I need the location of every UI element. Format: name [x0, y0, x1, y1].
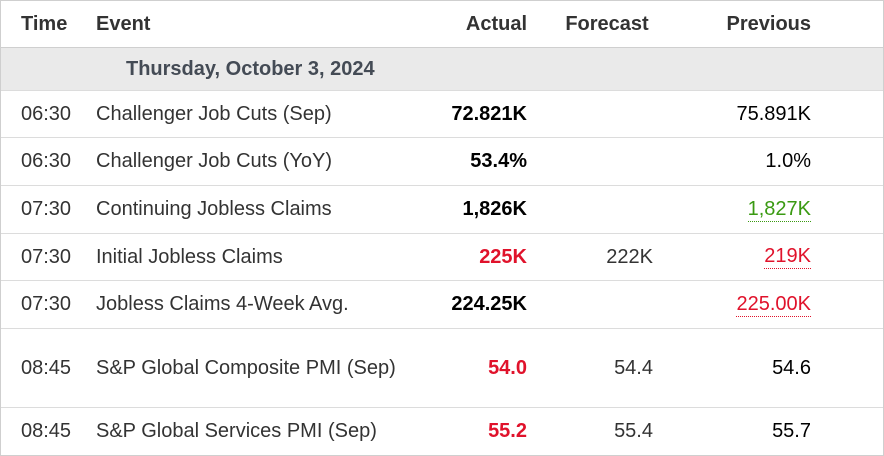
- table-row[interactable]: 06:30 Challenger Job Cuts (Sep) 72.821K …: [1, 91, 883, 138]
- event-name[interactable]: Challenger Job Cuts (YoY): [96, 150, 333, 172]
- event-time: 06:30: [21, 102, 72, 125]
- event-time: 07:30: [21, 293, 72, 315]
- forecast-value: [541, 281, 653, 328]
- event-name[interactable]: Challenger Job Cuts (Sep): [96, 102, 332, 125]
- previous-value-revised[interactable]: 1,827K: [747, 197, 811, 222]
- forecast-value: [541, 91, 653, 137]
- event-time: 07:30: [21, 198, 72, 220]
- previous-value: 54.6: [681, 329, 811, 407]
- forecast-value: 55.4: [614, 420, 653, 442]
- date-group-header: Thursday, October 3, 2024: [1, 48, 883, 91]
- event-time: 06:30: [21, 150, 72, 172]
- previous-value-text: 55.7: [772, 420, 811, 442]
- column-header-time[interactable]: Time: [21, 12, 68, 35]
- forecast-value: 54.4: [614, 356, 653, 379]
- previous-value: 55.7: [681, 408, 811, 455]
- actual-value: 55.2: [488, 420, 527, 442]
- table-row[interactable]: 06:30 Challenger Job Cuts (YoY) 53.4% 1.…: [1, 138, 883, 186]
- previous-value-text: 75.891K: [736, 102, 811, 125]
- actual-value: 225K: [479, 245, 527, 268]
- actual-value: 224.25K: [451, 293, 527, 315]
- event-name[interactable]: S&P Global Composite PMI (Sep): [96, 356, 396, 379]
- actual-value: 54.0: [488, 356, 527, 379]
- actual-value: 53.4%: [470, 150, 527, 172]
- previous-value: 219K: [681, 234, 811, 280]
- table-row[interactable]: 08:45 S&P Global Composite PMI (Sep) 54.…: [1, 329, 883, 408]
- event-time: 08:45: [21, 356, 72, 379]
- actual-value: 1,826K: [462, 198, 528, 220]
- table-row[interactable]: 07:30 Initial Jobless Claims 225K 222K 2…: [1, 234, 883, 281]
- event-name[interactable]: S&P Global Services PMI (Sep): [96, 420, 377, 442]
- event-name[interactable]: Jobless Claims 4-Week Avg.: [96, 293, 349, 315]
- column-header-event[interactable]: Event: [96, 12, 151, 35]
- previous-value-revised[interactable]: 219K: [764, 245, 811, 269]
- previous-value: 75.891K: [681, 91, 811, 137]
- actual-value: 72.821K: [451, 102, 527, 125]
- previous-value-revised[interactable]: 225.00K: [736, 292, 811, 317]
- column-header-previous[interactable]: Previous: [726, 12, 811, 35]
- previous-value: 1,827K: [681, 186, 811, 233]
- date-label: Thursday, October 3, 2024: [126, 57, 375, 80]
- event-name[interactable]: Continuing Jobless Claims: [96, 198, 332, 220]
- table-row[interactable]: 07:30 Continuing Jobless Claims 1,826K 1…: [1, 186, 883, 234]
- forecast-value: [541, 138, 653, 185]
- table-header: Time Event Actual Forecast Previous: [1, 1, 883, 48]
- column-header-forecast[interactable]: Forecast: [565, 12, 649, 35]
- column-header-actual[interactable]: Actual: [465, 12, 527, 35]
- previous-value: 225.00K: [681, 281, 811, 328]
- previous-value-text: 54.6: [772, 356, 811, 379]
- previous-value-text: 1.0%: [765, 150, 811, 172]
- event-time: 08:45: [21, 420, 72, 442]
- event-time: 07:30: [21, 245, 72, 268]
- table-row[interactable]: 08:45 S&P Global Services PMI (Sep) 55.2…: [1, 408, 883, 455]
- forecast-value: 222K: [606, 245, 653, 268]
- previous-value: 1.0%: [681, 138, 811, 185]
- table-row[interactable]: 07:30 Jobless Claims 4-Week Avg. 224.25K…: [1, 281, 883, 329]
- event-name[interactable]: Initial Jobless Claims: [96, 245, 283, 268]
- forecast-value: [541, 186, 653, 233]
